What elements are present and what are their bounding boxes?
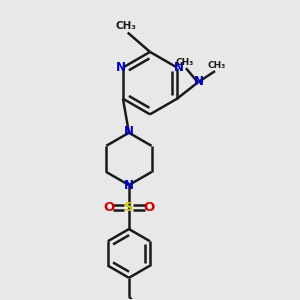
Text: N: N (116, 61, 126, 74)
Text: N: N (124, 125, 134, 138)
Text: CH₃: CH₃ (116, 21, 137, 31)
Text: N: N (194, 75, 204, 88)
Text: CH₃: CH₃ (176, 58, 194, 67)
Text: S: S (124, 201, 134, 214)
Text: N: N (174, 61, 184, 74)
Text: N: N (124, 179, 134, 193)
Text: O: O (143, 201, 155, 214)
Text: O: O (103, 201, 114, 214)
Text: CH₃: CH₃ (207, 61, 226, 70)
